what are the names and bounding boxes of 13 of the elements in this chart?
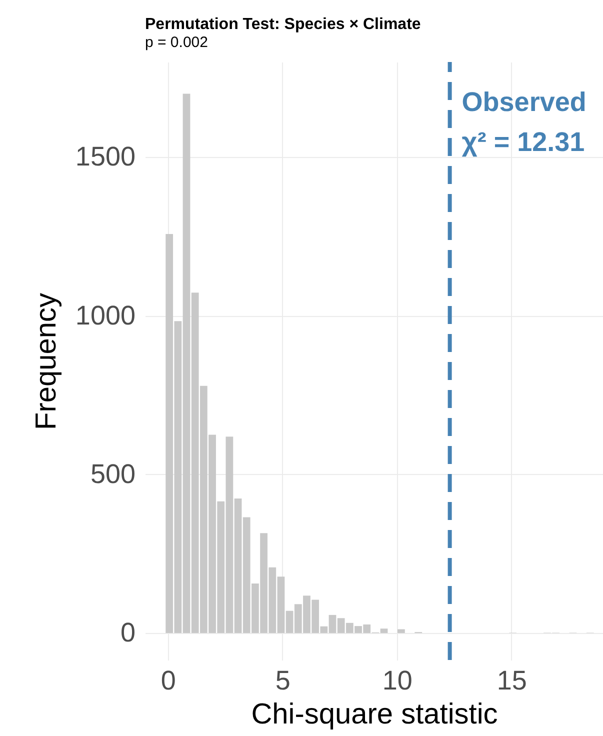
x-axis-title: Chi-square statistic [251,698,498,730]
y-tick-label: 500 [90,458,136,489]
y-tick-label: 0 [120,618,136,648]
ref-line-label: Observed χ² = 12.31 [462,87,586,157]
x-tick-label: 10 [382,666,412,696]
x-tick-label: 0 [160,666,176,696]
chart-title: Permutation Test: Species × Climate [145,16,421,33]
y-axis-title: Frequency [30,292,62,430]
x-tick-label: 5 [275,666,290,696]
y-tick-label: 1500 [75,142,136,172]
chart-subtitle: p = 0.002 [145,34,208,51]
x-tick-label: 15 [496,666,527,696]
y-tick-label: 1000 [75,300,136,330]
